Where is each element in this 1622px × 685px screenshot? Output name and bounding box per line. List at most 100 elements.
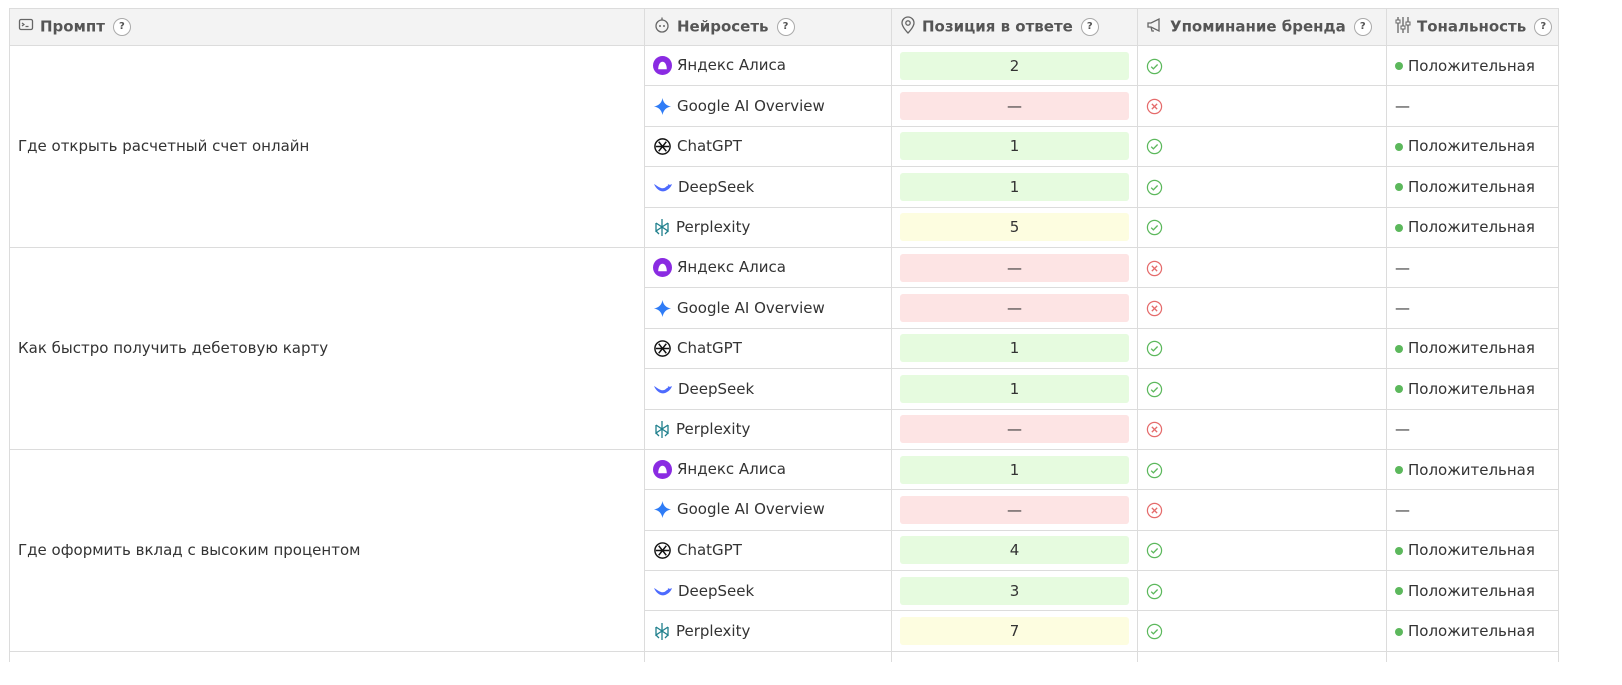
column-header: Нейросеть?: [644, 8, 892, 46]
tone-dot: [1395, 344, 1403, 353]
model-icon: [653, 460, 672, 480]
mention-yes-icon: [1146, 220, 1163, 236]
help-icon[interactable]: ?: [776, 18, 795, 36]
position-cell: 1: [891, 448, 1138, 491]
position-pill: —: [900, 253, 1129, 282]
tone-cell: Положительная: [1386, 368, 1559, 410]
model-name: ChatGPT: [677, 540, 742, 559]
result-row: Где оформить вклад с высоким процентом Ян…: [9, 448, 1559, 652]
tone-text: —: [1395, 97, 1410, 116]
mention-cell: [1137, 570, 1387, 612]
model-icon: [655, 420, 669, 438]
tone-text: Положительная: [1408, 137, 1535, 156]
column-header: Упоминание бренда?: [1137, 8, 1387, 46]
model-icon: [653, 299, 672, 317]
model-name: Perplexity: [676, 419, 751, 438]
result-row: Perplexity — —: [10, 408, 1559, 450]
mention-yes-icon: [1146, 623, 1163, 640]
model-cell: Perplexity: [644, 610, 892, 652]
tone-text: Положительная: [1408, 218, 1535, 237]
model-cell: DeepSeek: [644, 368, 892, 410]
tone-text: Положительная: [1408, 622, 1535, 641]
mention-yes-icon: [1146, 341, 1163, 357]
help-icon[interactable]: ?: [112, 18, 131, 36]
mention-yes-icon: [1146, 543, 1163, 559]
position-cell: —: [891, 287, 1138, 329]
help-icon[interactable]: ?: [1534, 18, 1553, 36]
empty-cell: [1137, 650, 1387, 662]
result-row: ChatGPT 1 Положительная: [10, 327, 1559, 370]
mention-yes-icon: [1146, 139, 1163, 155]
result-row: ChatGPT 4 Положительная: [10, 529, 1559, 572]
model-cell: Perplexity: [644, 408, 892, 450]
position-pill: —: [900, 294, 1129, 323]
results-table: Промпт? Нейросеть? Позиция в ответе? Упомин…: [9, 8, 1559, 662]
tone-text: Положительная: [1408, 339, 1535, 358]
column-title: Промпт: [40, 17, 105, 36]
model-icon: [653, 56, 672, 76]
model-name: DeepSeek: [678, 177, 755, 196]
model-name: Яндекс Алиса: [677, 460, 786, 479]
help-icon[interactable]: ?: [1353, 18, 1372, 36]
model-icon: [655, 622, 669, 640]
model-cell: ChatGPT: [644, 125, 892, 168]
mention-cell: [1137, 368, 1387, 410]
header-icon: [653, 16, 671, 38]
tone-dot: [1395, 385, 1403, 394]
mention-cell: [1137, 166, 1387, 208]
table-body: Где открыть расчетный счет онлайн Яндекс …: [9, 44, 1559, 662]
table-wrap: Промпт? Нейросеть? Позиция в ответе? Упомин…: [9, 8, 1559, 662]
position-cell: 2: [891, 44, 1138, 87]
header-row: Промпт? Нейросеть? Позиция в ответе? Упомин…: [9, 8, 1559, 46]
mention-no-icon: [1146, 300, 1163, 317]
position-cell: —: [891, 489, 1138, 531]
model-icon: [654, 184, 672, 192]
tone-cell: —: [1386, 85, 1559, 127]
header-icon: [18, 17, 34, 37]
model-cell: ChatGPT: [644, 529, 892, 572]
help-icon[interactable]: ?: [1080, 18, 1099, 36]
mention-yes-icon: [1146, 179, 1163, 196]
model-name: Яндекс Алиса: [677, 56, 786, 75]
tone-text: Положительная: [1408, 56, 1535, 75]
position-cell: 1: [891, 327, 1138, 370]
column-title: Позиция в ответе: [922, 17, 1073, 36]
position-cell: 1: [891, 125, 1138, 168]
position-pill: —: [900, 415, 1129, 444]
model-icon: [653, 501, 672, 519]
tone-cell: —: [1386, 489, 1559, 531]
result-row: Google AI Overview — —: [10, 489, 1559, 531]
tone-dot: [1395, 466, 1403, 475]
tone-dot: [1395, 223, 1403, 232]
position-pill: 5: [900, 213, 1129, 242]
tone-dot: [1395, 183, 1403, 192]
position-pill: 1: [900, 132, 1129, 161]
tone-text: Положительная: [1408, 460, 1535, 479]
position-cell: —: [891, 85, 1138, 127]
tone-dot: [1395, 627, 1403, 636]
column-header: Тональность?: [1386, 8, 1559, 46]
column-title: Нейросеть: [677, 17, 769, 36]
empty-cell: [9, 650, 645, 662]
column-title: Тональность: [1417, 17, 1527, 36]
tone-text: Положительная: [1408, 541, 1535, 560]
position-pill: 7: [900, 617, 1129, 646]
tone-cell: Положительная: [1386, 570, 1559, 612]
position-pill: 4: [900, 536, 1129, 565]
model-name: Perplexity: [676, 621, 751, 640]
header-icon-svg: [655, 17, 669, 33]
mention-yes-icon: [1146, 381, 1163, 398]
result-row: ChatGPT 1 Положительная: [10, 125, 1559, 168]
tone-cell: Положительная: [1386, 125, 1559, 168]
tone-dot: [1395, 546, 1403, 555]
tone-text: —: [1395, 500, 1410, 519]
model-icon: [654, 386, 672, 394]
tone-text: —: [1395, 258, 1410, 277]
mention-yes-icon: [1146, 58, 1163, 74]
model-icon: [654, 588, 672, 596]
mention-yes-icon: [1146, 583, 1163, 599]
result-row: Где открыть расчетный счет онлайн Яндекс …: [9, 44, 1559, 248]
result-row: Google AI Overview — —: [10, 85, 1559, 127]
mention-no-icon: [1146, 502, 1163, 519]
model-name: Google AI Overview: [677, 500, 825, 519]
